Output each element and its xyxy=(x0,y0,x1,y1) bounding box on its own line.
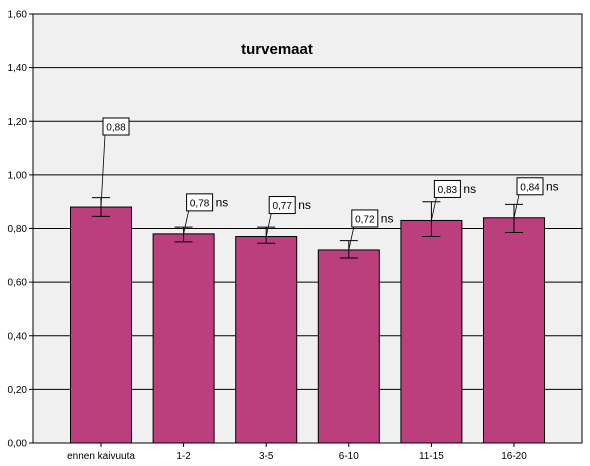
x-tick-label: 11-15 xyxy=(419,451,444,461)
x-tick-label: 3-5 xyxy=(259,451,274,461)
x-tick-label: 16-20 xyxy=(501,451,527,461)
bar xyxy=(152,233,215,444)
plot-frame xyxy=(32,13,583,444)
bar xyxy=(317,249,380,444)
y-tick-label: 0,40 xyxy=(8,331,28,342)
x-tick-label: 6-10 xyxy=(339,451,359,461)
bar xyxy=(235,236,298,444)
value-label-box xyxy=(102,117,130,136)
y-tick-label: 0,80 xyxy=(8,224,28,235)
value-label-box xyxy=(351,209,379,228)
significance-label: ns xyxy=(546,179,559,193)
value-label-leader xyxy=(183,210,189,234)
value-label-box xyxy=(433,179,461,198)
chart-title: turvemaat xyxy=(241,41,313,58)
significance-label: ns xyxy=(216,195,229,209)
data-label: 0,84 xyxy=(520,182,540,193)
value-label-box xyxy=(268,196,296,215)
value-label-leader xyxy=(100,134,106,208)
y-tick-label: 1,20 xyxy=(8,117,28,128)
significance-label: ns xyxy=(463,182,476,196)
data-label: 0,83 xyxy=(438,185,458,196)
bar xyxy=(70,206,132,444)
significance-label: ns xyxy=(381,211,394,225)
value-label-box xyxy=(186,193,214,212)
value-label-leader xyxy=(431,197,437,221)
value-label-leader xyxy=(348,226,355,251)
value-label-leader xyxy=(265,213,272,237)
x-tick-label: ennen kaivuuta xyxy=(67,451,135,461)
y-tick-label: 0,00 xyxy=(8,439,28,450)
y-tick-label: 0,60 xyxy=(8,278,28,289)
value-label-box xyxy=(516,177,544,196)
significance-label: ns xyxy=(298,198,311,212)
bar xyxy=(400,219,463,444)
y-tick-label: 1,00 xyxy=(8,170,28,181)
bar xyxy=(483,217,545,444)
value-label-leader xyxy=(513,194,520,218)
data-label: 0,78 xyxy=(190,198,210,209)
data-label: 0,72 xyxy=(355,214,375,225)
y-tick-label: 0,20 xyxy=(8,385,28,396)
y-tick-label: 1,60 xyxy=(8,10,28,21)
y-tick-label: 1,40 xyxy=(8,63,28,74)
data-label: 0,77 xyxy=(272,201,292,212)
x-tick-label: 1-2 xyxy=(176,451,191,461)
data-label: 0,88 xyxy=(106,123,126,134)
